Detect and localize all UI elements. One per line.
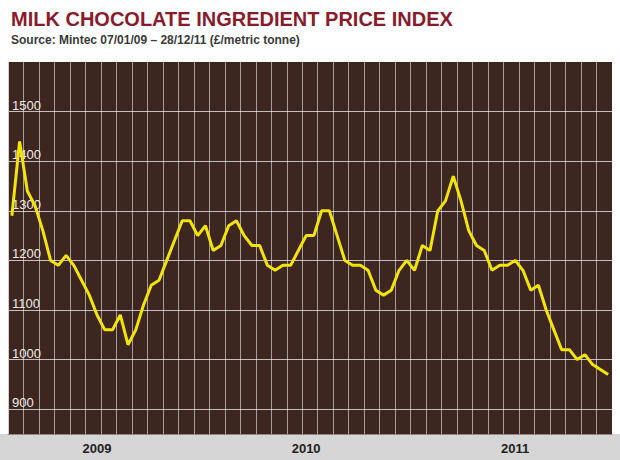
svg-text:2010: 2010 [292,441,321,456]
svg-text:1200: 1200 [12,246,41,261]
svg-text:900: 900 [12,395,34,410]
svg-text:1300: 1300 [12,196,41,212]
svg-text:1500: 1500 [12,98,41,113]
svg-text:1000: 1000 [12,346,41,361]
svg-text:Source: Mintec 07/01/09 – 28/1: Source: Mintec 07/01/09 – 28/12/11 (£/me… [11,33,300,47]
svg-text:2009: 2009 [83,441,112,456]
svg-text:1100: 1100 [12,296,40,311]
svg-text:MILK CHOCOLATE INGREDIENT PRIC: MILK CHOCOLATE INGREDIENT PRICE INDEX [11,8,454,30]
svg-text:2011: 2011 [501,441,529,456]
svg-text:1400: 1400 [12,147,41,163]
